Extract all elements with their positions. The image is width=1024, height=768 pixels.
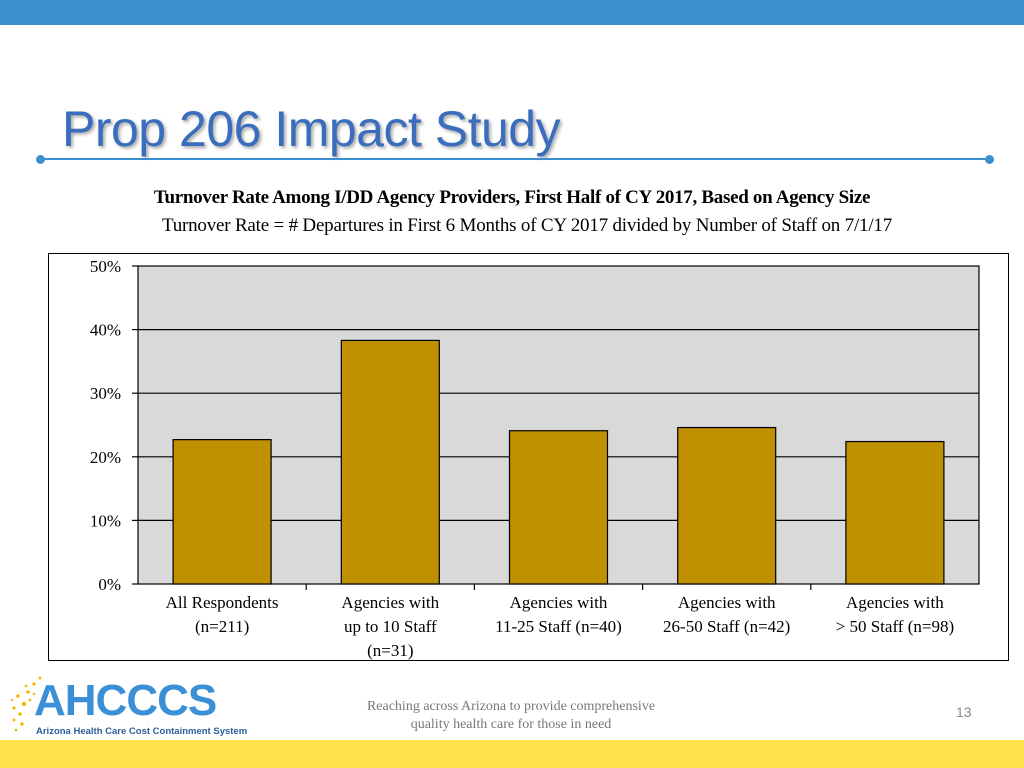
ahcccs-logo-text: AHCCCS (34, 676, 217, 725)
underline-right-dot (985, 155, 994, 164)
x-tick-label: Agencies with (678, 593, 776, 612)
bar (508, 430, 609, 585)
bar (172, 439, 272, 585)
ahcccs-sun-icon (10, 676, 42, 732)
bar (845, 440, 945, 585)
x-tick-label: (n=211) (195, 617, 249, 636)
y-tick-label: 30% (90, 384, 121, 403)
underline-left-dot (36, 155, 45, 164)
x-tick-label: Agencies with (341, 593, 439, 612)
footer-tagline: Reaching across Arizona to provide compr… (336, 698, 686, 734)
x-tick-label: 11-25 Staff (n=40) (495, 617, 622, 636)
tagline-line-1: Reaching across Arizona to provide compr… (366, 699, 656, 714)
top-banner (0, 0, 1024, 25)
x-tick-label: 26-50 Staff (n=42) (663, 617, 790, 636)
y-tick-label: 50% (90, 257, 121, 276)
x-tick-label: Agencies with (846, 593, 944, 612)
x-tick-label: > 50 Staff (n=98) (836, 617, 955, 636)
chart-frame: 0% 10% 20% 30% 40% 50% All Respondents (n=211) A… (48, 253, 1009, 661)
chart-title: Turnover Rate Among I/DD Agency Provider… (153, 187, 871, 208)
y-tick-label: 0% (98, 575, 121, 594)
title-underline (40, 158, 990, 160)
y-tick-label: 10% (90, 511, 121, 530)
y-tick-label: 20% (90, 448, 121, 467)
bar (340, 339, 440, 585)
bar-chart: 0% 10% 20% 30% 40% 50% All Respondents (n=211) A… (90, 257, 980, 660)
x-tick-label: Agencies with (510, 593, 608, 612)
x-tick-label: (n=31) (367, 641, 413, 660)
slide-title: Prop 206 Impact Study (62, 101, 561, 157)
bottom-banner (0, 740, 1024, 768)
ahcccs-logo-subtitle: Arizona Health Care Cost Containment Sys… (36, 726, 248, 737)
page-number: 13 (956, 704, 972, 720)
chart-subtitle: Turnover Rate = # Departures in First 6 … (161, 215, 893, 236)
bar (677, 426, 777, 585)
tagline-line-2: quality health care for those in need (410, 717, 612, 732)
y-tick-label: 40% (90, 321, 121, 340)
x-tick-label: All Respondents (166, 593, 279, 612)
x-tick-label: up to 10 Staff (344, 617, 437, 636)
